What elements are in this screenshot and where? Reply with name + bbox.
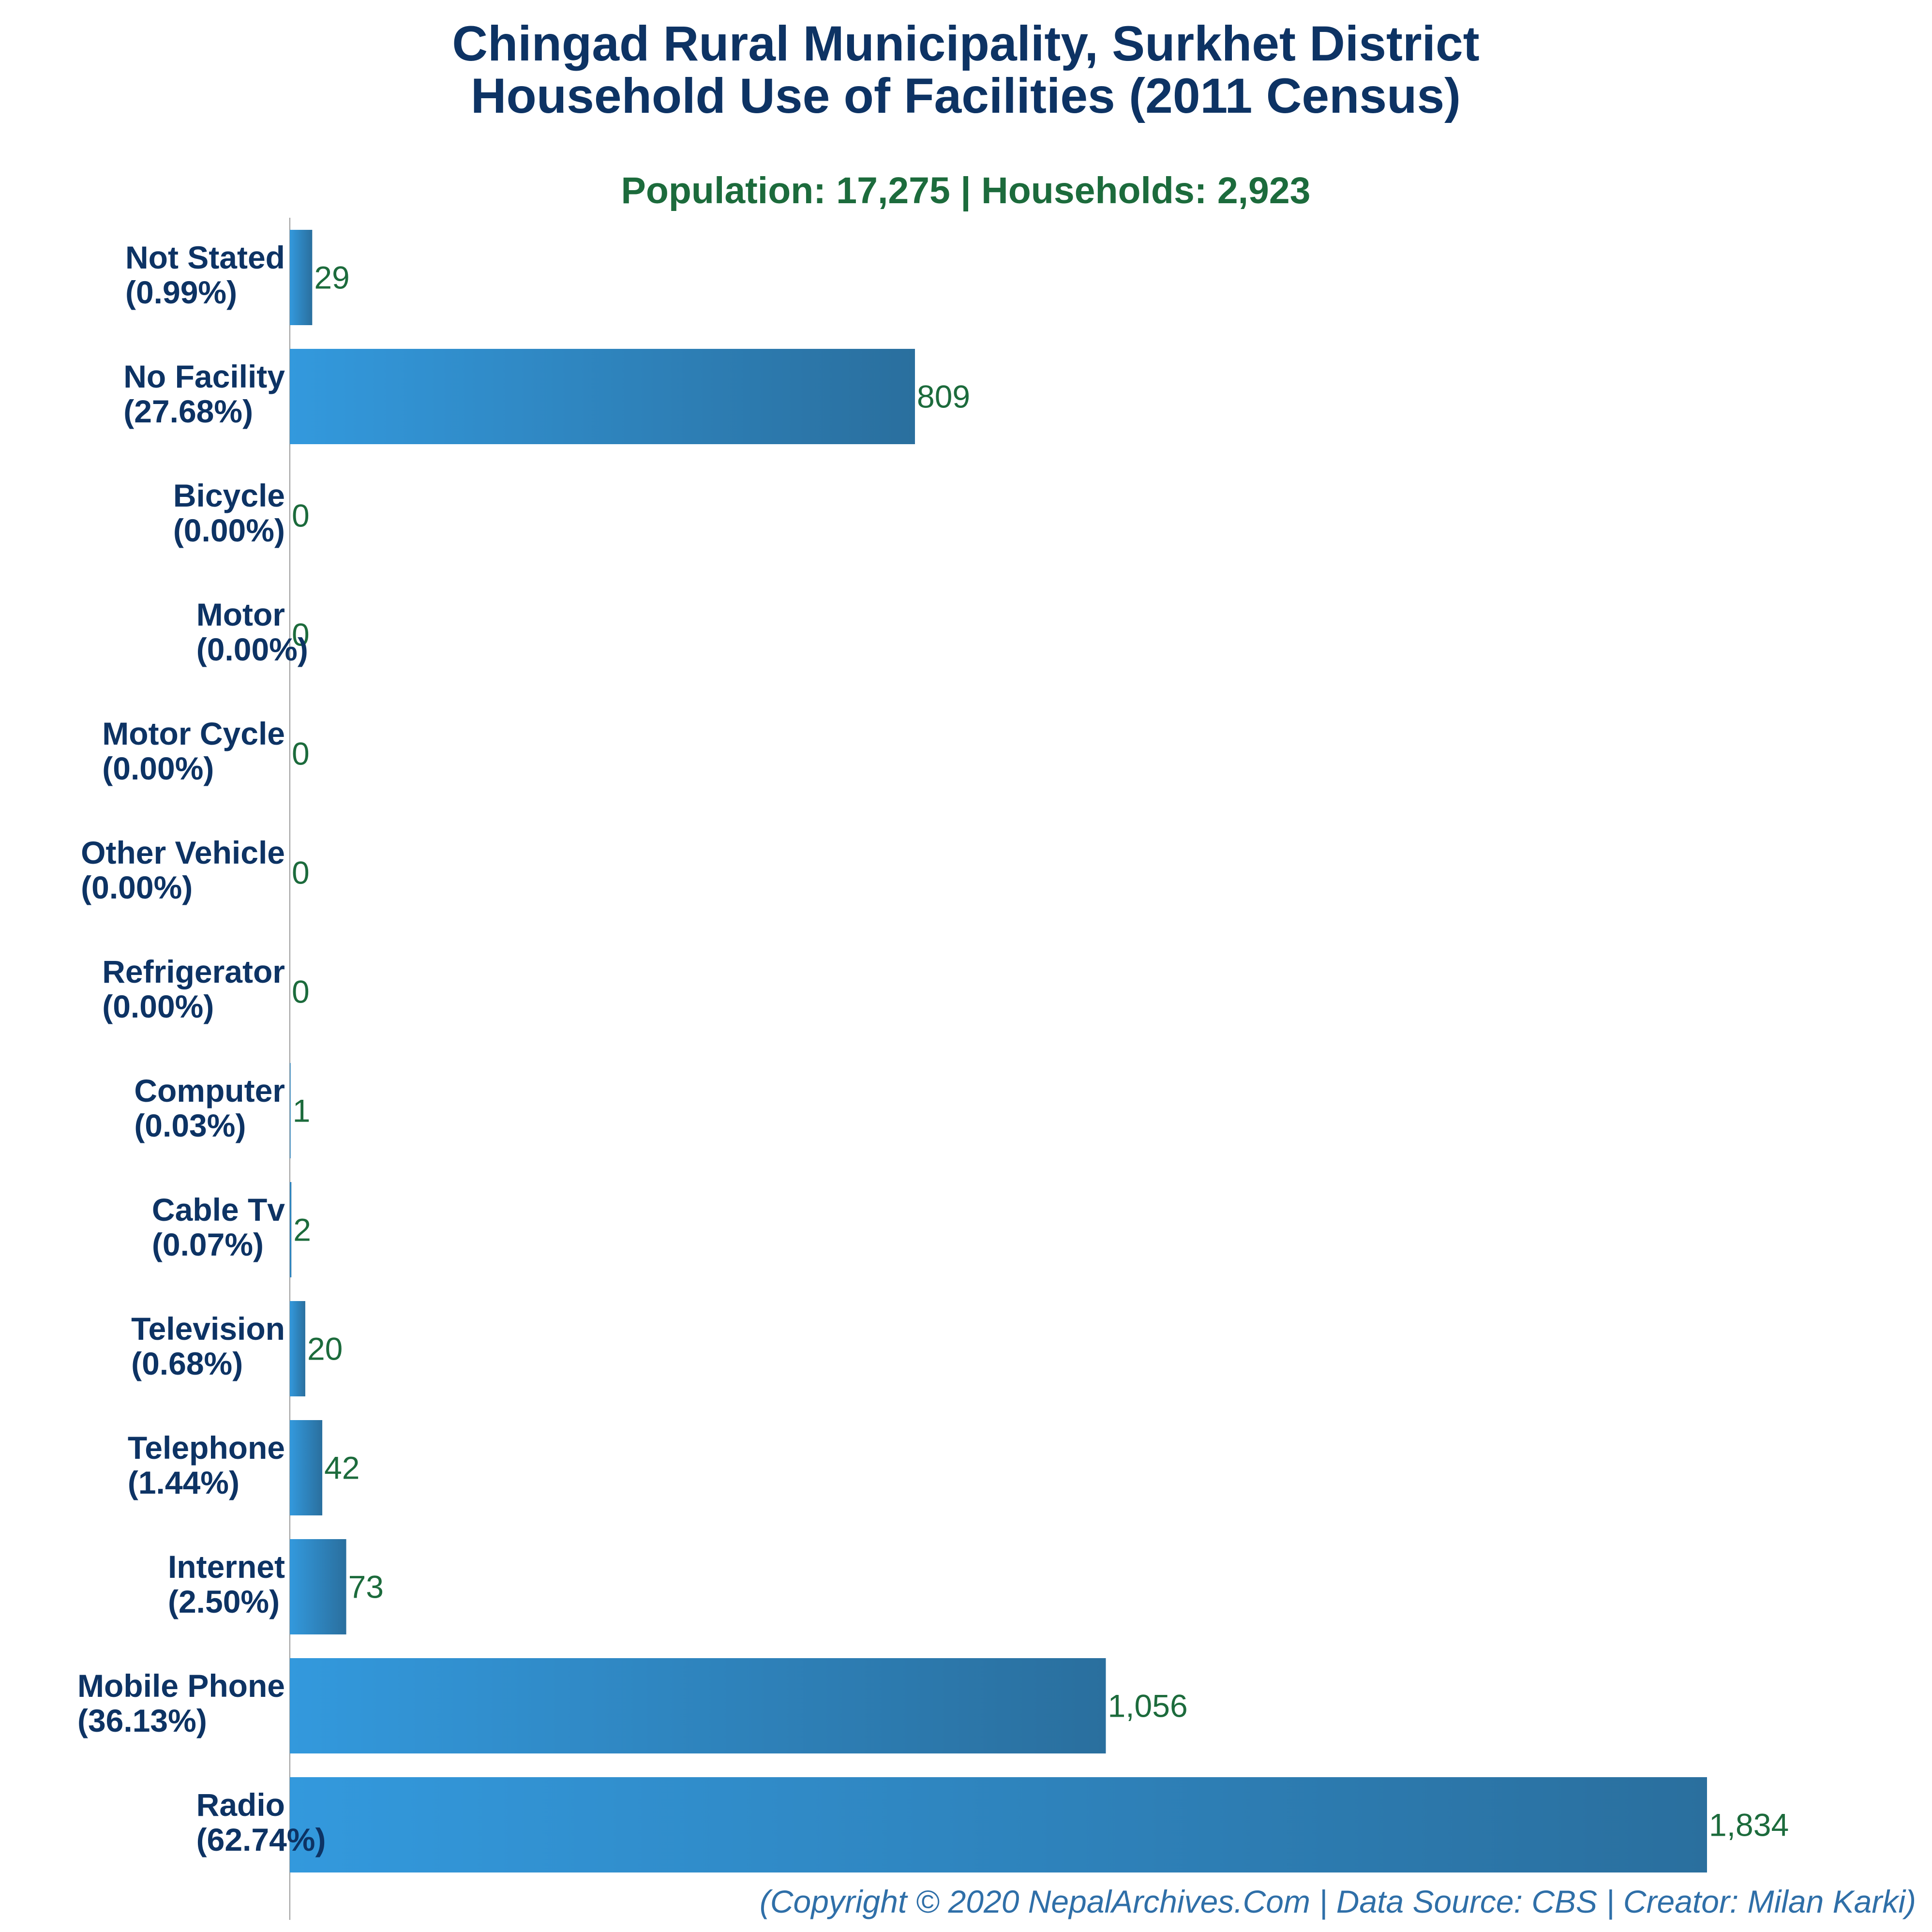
- percent-label-computer: (0.03%): [134, 1108, 246, 1143]
- value-label-computer: 1: [293, 1093, 311, 1129]
- chart-subtitle: Population: 17,275 | Households: 2,923: [621, 170, 1310, 211]
- category-label-television: Television: [131, 1311, 285, 1347]
- percent-label-motor-cycle: (0.00%): [102, 750, 214, 786]
- percent-label-television: (0.68%): [131, 1346, 243, 1381]
- percent-label-telephone: (1.44%): [128, 1465, 240, 1500]
- category-label-no-facility: No Facility: [123, 359, 285, 394]
- percent-label-motor: (0.00%): [196, 631, 308, 667]
- value-label-motor-cycle: 0: [292, 736, 310, 772]
- bar-television: [290, 1301, 305, 1396]
- value-label-no-facility: 809: [917, 379, 970, 415]
- bar-not-stated: [290, 230, 313, 325]
- category-label-cable-tv: Cable Tv: [152, 1192, 285, 1228]
- category-label-bicycle: Bicycle: [173, 478, 285, 513]
- chart-title-line2: Household Use of Facilities (2011 Census…: [471, 68, 1461, 123]
- percent-label-internet: (2.50%): [168, 1584, 280, 1619]
- value-label-internet: 73: [348, 1569, 384, 1605]
- value-label-motor: 0: [292, 617, 310, 653]
- percent-label-refrigerator: (0.00%): [102, 988, 214, 1024]
- bar-cable-tv: [290, 1182, 292, 1277]
- category-label-other-vehicle: Other Vehicle: [81, 835, 285, 870]
- percent-label-mobile-phone: (36.13%): [77, 1703, 207, 1738]
- value-label-television: 20: [307, 1331, 343, 1367]
- category-label-mobile-phone: Mobile Phone: [77, 1668, 285, 1704]
- value-label-radio: 1,834: [1709, 1807, 1789, 1843]
- percent-label-other-vehicle: (0.00%): [81, 869, 193, 905]
- category-label-motor-cycle: Motor Cycle: [102, 716, 285, 751]
- bars-group: [290, 230, 1707, 1872]
- category-label-computer: Computer: [134, 1073, 285, 1108]
- chart-footer: (Copyright © 2020 NepalArchives.Com | Da…: [760, 1884, 1916, 1920]
- bar-computer: [290, 1063, 291, 1158]
- value-label-refrigerator: 0: [292, 974, 310, 1010]
- bar-telephone: [290, 1420, 323, 1515]
- chart-title: Chingad Rural Municipality, Surkhet Dist…: [452, 16, 1479, 71]
- bar-radio: [290, 1777, 1707, 1872]
- bar-mobile-phone: [290, 1658, 1106, 1753]
- category-label-not-stated: Not Stated: [125, 240, 285, 275]
- value-label-other-vehicle: 0: [292, 855, 310, 891]
- value-label-cable-tv: 2: [293, 1212, 311, 1248]
- value-label-not-stated: 29: [314, 260, 349, 296]
- percent-label-cable-tv: (0.07%): [152, 1227, 264, 1262]
- percent-label-not-stated: (0.99%): [125, 274, 237, 310]
- bar-no-facility: [290, 349, 915, 444]
- percent-label-no-facility: (27.68%): [123, 393, 253, 429]
- category-label-radio: Radio: [196, 1787, 285, 1823]
- percent-label-bicycle: (0.00%): [173, 512, 285, 548]
- category-label-motor: Motor: [196, 597, 285, 632]
- value-label-mobile-phone: 1,056: [1108, 1688, 1187, 1724]
- percent-label-radio: (62.74%): [196, 1822, 326, 1857]
- category-label-refrigerator: Refrigerator: [102, 954, 285, 989]
- category-label-internet: Internet: [168, 1549, 285, 1585]
- labels-group: 29 Not Stated(0.99%) 809 No Facility(27.68%…: [77, 240, 1789, 1857]
- category-label-telephone: Telephone: [128, 1430, 285, 1466]
- value-label-bicycle: 0: [292, 498, 310, 534]
- bar-internet: [290, 1539, 346, 1634]
- value-label-telephone: 42: [324, 1450, 359, 1486]
